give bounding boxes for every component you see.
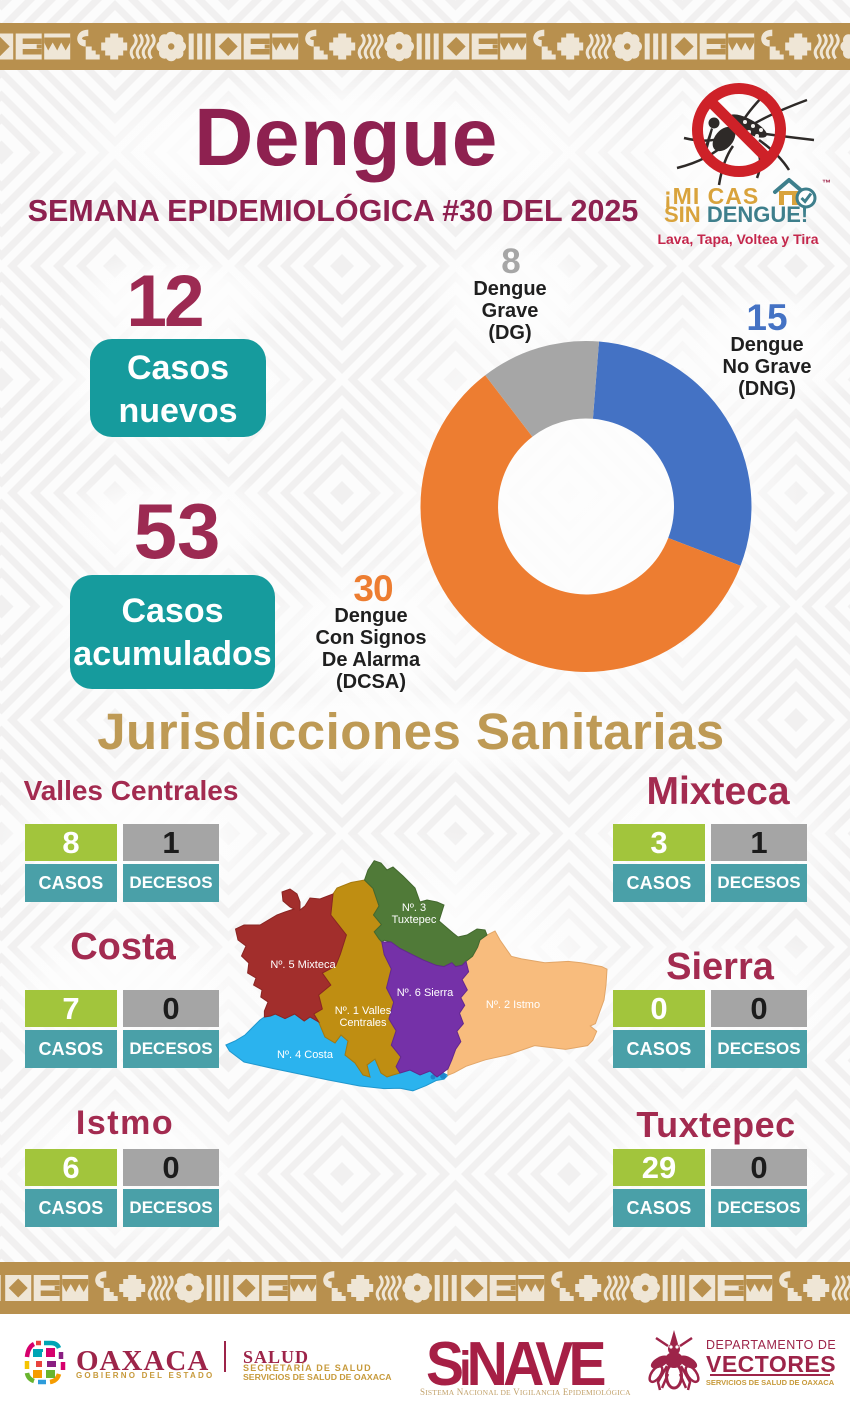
svg-text:Centrales: Centrales <box>339 1017 387 1029</box>
svg-text:Nº. 3: Nº. 3 <box>402 902 426 914</box>
svg-text:™: ™ <box>822 178 830 188</box>
svg-text:Nº. 2 Istmo: Nº. 2 Istmo <box>486 999 540 1011</box>
svg-text:Nº. 4 Costa: Nº. 4 Costa <box>277 1049 334 1061</box>
svg-text:Nº. 1 Valles: Nº. 1 Valles <box>335 1005 392 1017</box>
svg-text:Tuxtepec: Tuxtepec <box>392 914 437 926</box>
svg-text:Nº. 6 Sierra: Nº. 6 Sierra <box>397 987 454 999</box>
svg-text:Nº. 5 Mixteca: Nº. 5 Mixteca <box>270 959 336 971</box>
